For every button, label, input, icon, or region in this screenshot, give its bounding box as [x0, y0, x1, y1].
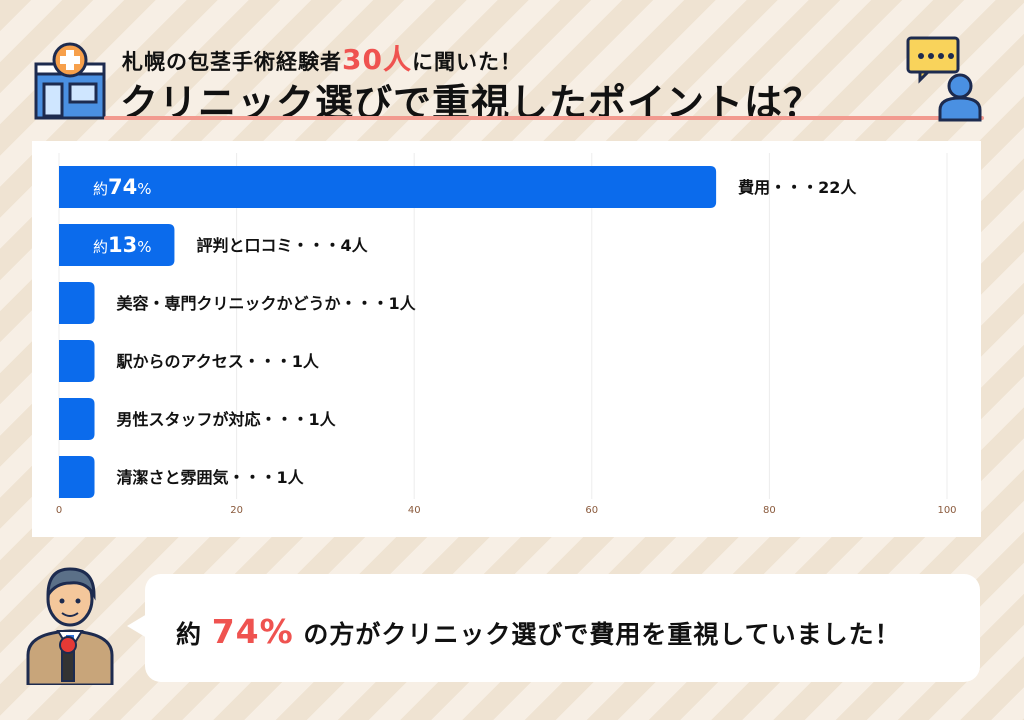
category-label: 評判と口コミ・・・4人: [196, 236, 368, 255]
subtitle: 札幌の包茎手術経験者30人に聞いた！: [122, 43, 522, 76]
bar: [59, 224, 175, 266]
category-label: 駅からのアクセス・・・1人: [116, 352, 320, 371]
x-tick-label: 20: [230, 505, 243, 516]
category-label: 美容・専門クリニックかどうか・・・1人: [117, 294, 417, 313]
subtitle-count: 30人: [342, 43, 412, 76]
bar: [59, 456, 95, 498]
summary-percentage: 74%: [211, 612, 294, 651]
category-label: 費用・・・22人: [738, 178, 857, 197]
clinic-building-icon: [34, 42, 106, 120]
chart-panel: 0 20 40 60 80 100 費用・・・22人 約74% 評判と口コミ・・・4人 約13% 美…: [32, 141, 981, 537]
summary-text: 約 74% の方がクリニック選びで費用を重視していました！: [176, 612, 901, 651]
x-tick-label: 0: [56, 505, 62, 516]
x-tick-label: 80: [763, 505, 776, 516]
summary-bubble: [145, 574, 980, 682]
category-label: 清潔さと雰囲気・・・1人: [117, 468, 305, 487]
bar: [59, 166, 717, 208]
bar: [59, 398, 95, 440]
bar-value-label: 約74%: [93, 175, 152, 199]
bar-chart: 0 20 40 60 80 100 費用・・・22人 約74% 評判と口コミ・・・4人 約13% 美…: [56, 153, 957, 516]
category-label: 男性スタッフが対応・・・1人: [117, 410, 337, 429]
x-tick-label: 100: [937, 505, 956, 516]
x-tick-label: 60: [585, 505, 598, 516]
person-speech-bubble-icon: [906, 36, 982, 122]
bar-value-label: 約13%: [93, 233, 152, 257]
bar: [59, 340, 95, 382]
reporter-with-microphone-icon: [26, 567, 114, 685]
speech-bubble-tail: [127, 614, 147, 638]
x-tick-label: 40: [408, 505, 421, 516]
title-underline: [104, 116, 984, 120]
bar: [59, 282, 95, 324]
